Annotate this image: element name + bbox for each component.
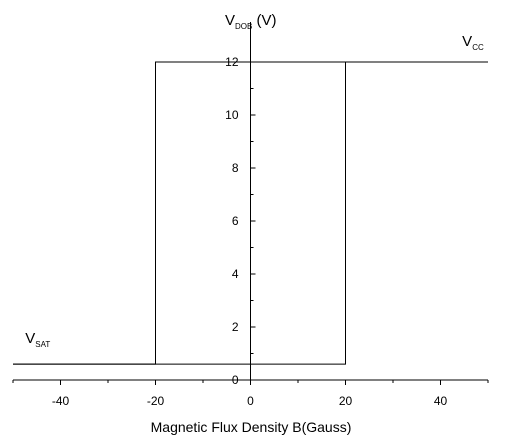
x-tick-label: 40 <box>434 394 448 408</box>
annotation-cc: VCC <box>462 33 484 52</box>
y-axis-title-main: V <box>225 12 235 29</box>
x-tick-label: -20 <box>147 394 165 408</box>
x-tick-label: 0 <box>247 394 254 408</box>
y-tick-label: 2 <box>232 320 239 334</box>
y-tick-label: 4 <box>232 267 239 281</box>
y-tick-label: 6 <box>232 214 239 228</box>
annotation-sat: VSAT <box>25 330 50 349</box>
x-tick-label: -40 <box>52 394 70 408</box>
x-axis-title: Magnetic Flux Density B(Gauss) <box>151 419 352 435</box>
annotation-main: V <box>462 33 472 50</box>
labels: Magnetic Flux Density B(Gauss) VDOB (V) … <box>25 12 484 435</box>
y-tick-label: 12 <box>225 55 239 69</box>
y-tick-label: 8 <box>232 161 239 175</box>
y-tick-label: 10 <box>225 108 239 122</box>
series-line-1 <box>13 61 488 365</box>
x-tick-label: 20 <box>339 394 353 408</box>
series-layer <box>13 61 488 365</box>
annotation-main: V <box>25 330 35 347</box>
y-axis-title-sub: DOB <box>235 22 252 31</box>
annotation-sub: CC <box>472 43 484 52</box>
y-axis-title-suffix: (V) <box>252 12 276 29</box>
y-tick-label: 0 <box>232 373 239 387</box>
annotation-sub: SAT <box>35 340 50 349</box>
y-axis-title: VDOB (V) <box>225 12 277 31</box>
axes <box>12 22 489 385</box>
